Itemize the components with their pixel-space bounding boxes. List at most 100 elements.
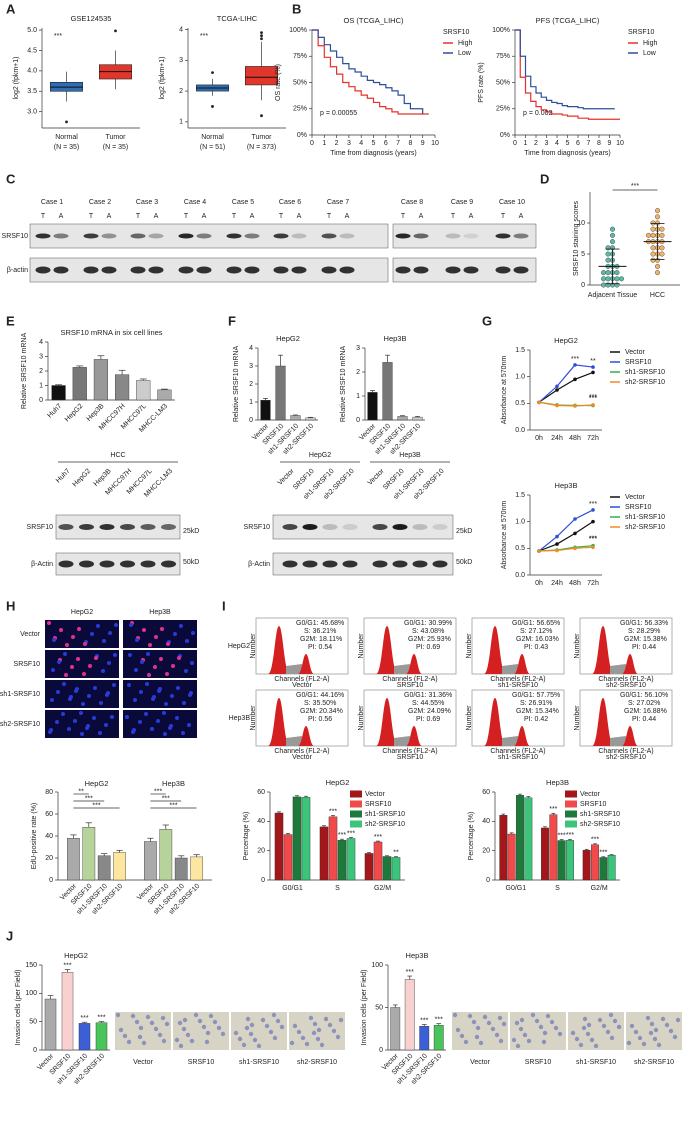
bar [144,841,157,881]
flow-pi: PI: 0.44 [632,644,656,651]
nucleus [74,689,78,693]
cell [256,1043,262,1049]
nucleus [77,627,81,631]
bar [328,816,338,881]
cell [323,1016,329,1022]
annotation: *** [558,832,566,839]
bar [364,853,374,881]
g2-peak [298,726,314,746]
point [659,245,665,251]
cell [292,1023,298,1029]
cell [145,1014,151,1020]
cell [316,1027,322,1033]
s-region [502,736,518,746]
nucleus [94,656,98,660]
g1-peak [484,698,506,746]
legend-label: Vector [580,791,601,798]
bar [190,856,203,881]
series-line [515,29,620,120]
annotation: *** [329,808,337,815]
bar [174,857,188,881]
flow-s: S: 35.50% [304,700,336,707]
point [650,220,656,226]
blot-band [321,233,337,239]
bar [367,392,378,421]
y-tick-label: 2 [179,88,183,95]
cell [482,1014,488,1020]
group-label: HCC [110,452,125,459]
group-label: HepG2 [85,779,109,788]
x-tick-label: 72h [587,435,599,442]
cell [241,1042,247,1048]
nucleus [175,716,179,720]
panel-caption: Vector [292,682,313,689]
bar [582,849,591,881]
cell [641,1041,647,1047]
cell [549,1019,555,1025]
nucleus [52,638,56,642]
blot-band [101,233,117,239]
legend-label: sh1-SRSF10 [365,811,405,818]
flow-x-label: Channels (FL2-A) [382,748,437,755]
point [650,226,656,232]
annotation: *** [631,183,639,190]
y-tick-label: 5 [581,251,585,258]
y-tick-label: 50% [293,79,307,86]
cell [616,1024,622,1030]
nucleus [98,731,102,735]
row-label: SRSF10 [27,524,54,531]
point [537,400,541,405]
case-label: Case 3 [136,199,158,206]
x-tick-label: Tumor [106,134,127,141]
flow-y-label: Number [574,633,581,659]
panel-label: J [6,928,13,943]
y-tick-label: 1.0 [515,374,525,381]
bar [541,827,549,881]
nucleus [47,621,51,625]
point [655,208,661,214]
flow-y-label: Number [250,633,257,659]
cell [494,1032,500,1038]
blot-band [412,560,428,568]
x-tick-label: Normal [55,134,78,141]
legend-label: Low [643,50,657,57]
cell [134,1019,140,1025]
point [610,239,616,245]
x-tick-label: 6 [384,140,388,147]
micrograph [123,620,197,648]
flow-pi: PI: 0.69 [416,644,440,651]
y-tick-label: 0 [581,282,585,289]
chart-title: OS (TCGA_LIHC) [343,16,404,25]
lane-label: Vector [367,467,386,486]
y-tick-label: 20 [45,855,53,862]
cell [629,1023,635,1029]
bar [260,400,271,421]
flow-g0g1: G0/G1: 56.10% [620,692,668,699]
lane-label: T [136,213,141,220]
annotation: *** [200,33,208,40]
blot-band [322,560,338,568]
g2-peak [406,726,422,746]
nucleus [171,664,175,668]
cell [475,1025,481,1031]
blot-band [226,266,242,274]
blot-band [120,524,135,530]
column-label: HepG2 [71,609,93,616]
blot-band [339,266,355,274]
lane-label: T [41,213,46,220]
cell [519,1017,525,1023]
cell [522,1032,528,1038]
cell [637,1035,643,1041]
nucleus [107,661,111,665]
x-tick-label: 1 [322,140,326,147]
cell [675,1017,681,1023]
nucleus [64,673,68,677]
y-tick-label: 2 [39,368,43,375]
cell [497,1015,503,1021]
nucleus [190,661,194,665]
y-tick-label: 0.0 [515,427,525,434]
bar [391,857,401,881]
point [573,546,577,551]
lane-label: T [89,213,94,220]
